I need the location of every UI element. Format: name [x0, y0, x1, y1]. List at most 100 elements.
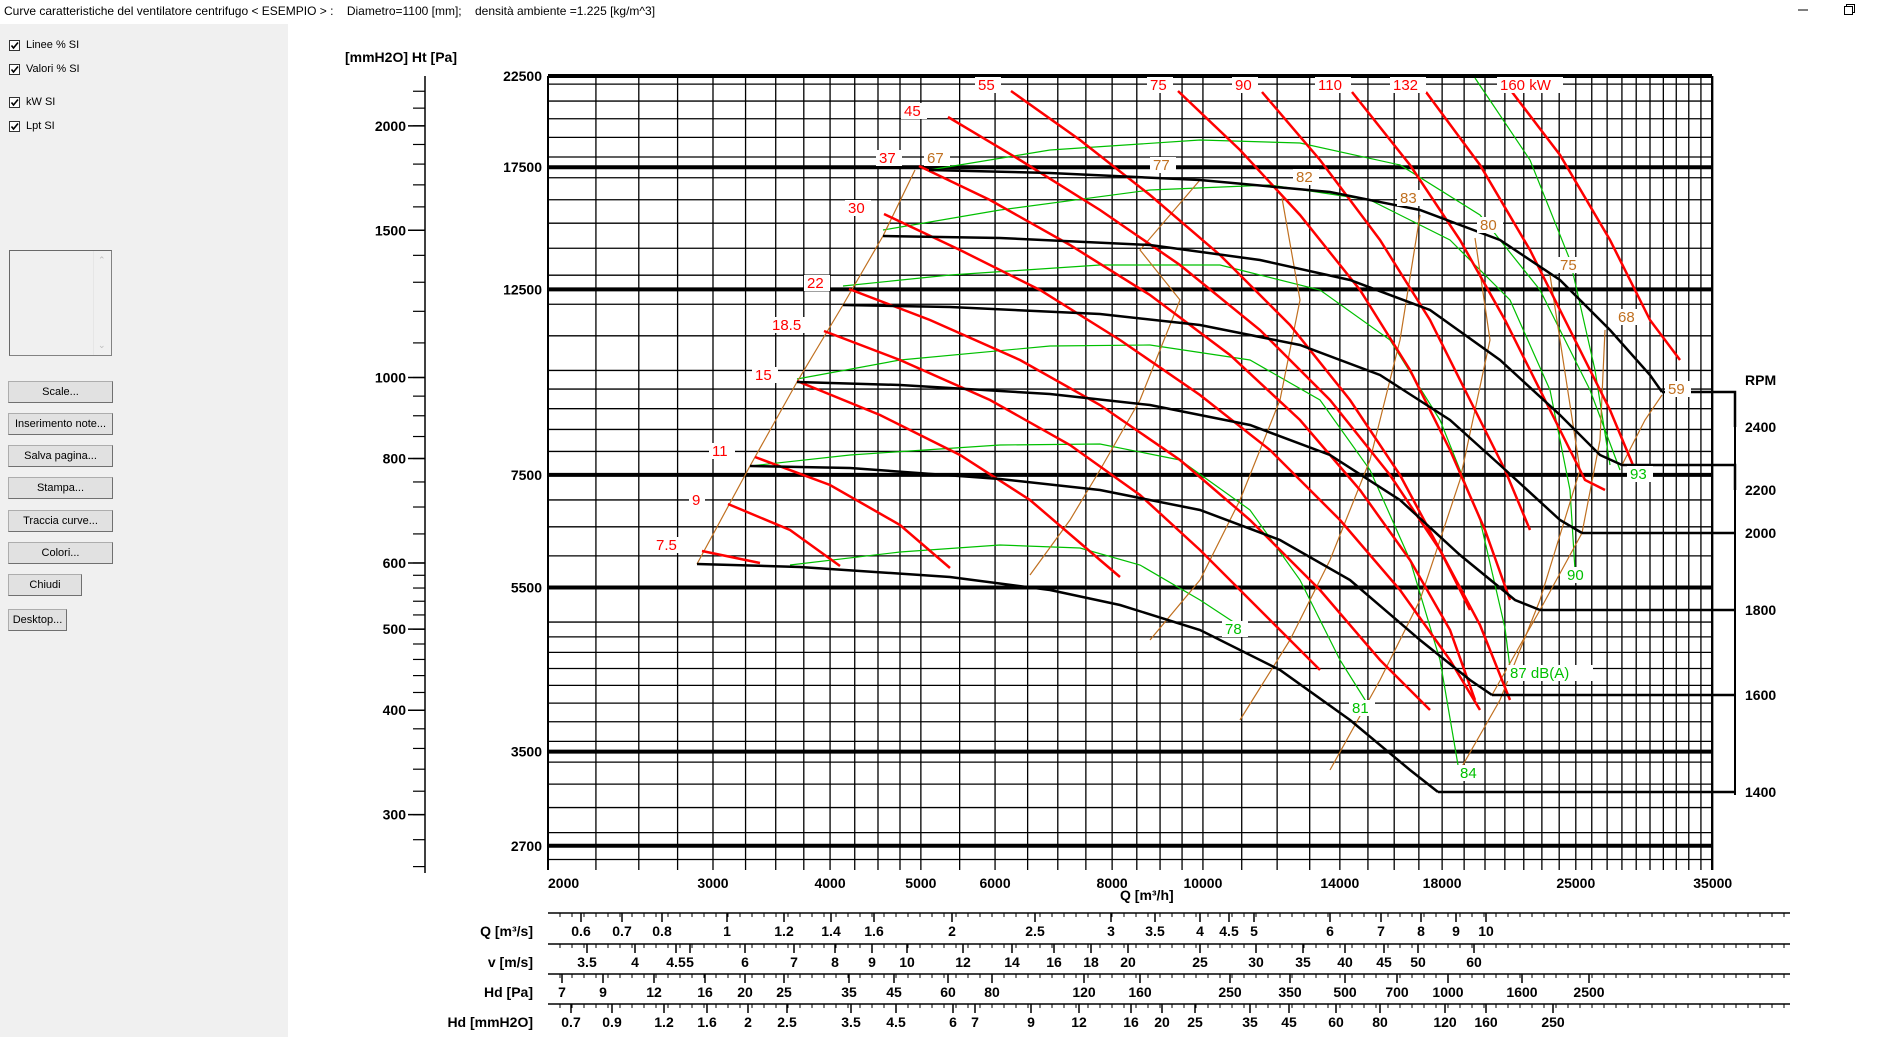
- checkbox-checked-icon[interactable]: [9, 63, 20, 75]
- close-button[interactable]: Chiudi: [8, 574, 82, 596]
- aux-tick-label: 0.6: [571, 923, 591, 939]
- aux-tick-label: 9: [599, 984, 607, 1000]
- power-label: 55: [978, 77, 995, 94]
- rpm-axis: RPM 2400 2200 2000 1800 1600 1400: [1745, 372, 1776, 800]
- aux-tick-label: 5: [686, 954, 694, 970]
- efficiency-label: 77: [1153, 157, 1170, 174]
- power-label: 110: [1318, 77, 1342, 94]
- x-tick-label: 10000: [1183, 875, 1222, 891]
- aux-tick-label: 60: [1328, 1014, 1344, 1030]
- checkbox-checked-icon[interactable]: [9, 96, 20, 108]
- aux-tick-label: 1: [723, 923, 731, 939]
- aux-tick-label: 14: [1004, 954, 1020, 970]
- aux-tick-label: 3.5: [1145, 923, 1165, 939]
- y-tick-label: 2700: [511, 838, 542, 854]
- aux-tick-label: 0.8: [652, 923, 672, 939]
- curve-labels: 7.5 9 11 15 18.5 22 30 37 45 55 75 90 110 132 160 kW 67…: [653, 77, 1691, 782]
- checkbox-label: Lpt SI: [26, 120, 55, 132]
- power-label: 37: [879, 150, 896, 167]
- aux-tick-label: 1.4: [821, 923, 841, 939]
- x-axis: Q [m³/h] 2000 3000 4000 5000 6000 8000 10000 14…: [548, 875, 1732, 903]
- rpm-axis-label: RPM: [1745, 372, 1776, 388]
- checkbox-checked-icon[interactable]: [9, 120, 20, 132]
- listbox-scrollbar[interactable]: ⌃ ⌄: [93, 251, 111, 355]
- auxiliary-scales: Q [m³/s] 0.6 0.7 0.8 1 1.2 1.4 1.6 2 2.5 3 3.5 4 4.5 5…: [447, 912, 1790, 1030]
- y2-tick-label: 500: [383, 621, 407, 637]
- colors-button[interactable]: Colori...: [8, 542, 113, 564]
- aux-tick-label: 250: [1218, 984, 1242, 1000]
- aux-tick-label: 60: [940, 984, 956, 1000]
- aux-tick-label: 6: [949, 1014, 957, 1030]
- desktop-button[interactable]: Desktop...: [8, 609, 67, 631]
- noise-label: 93: [1630, 466, 1647, 483]
- noise-label: 87 dB(A): [1510, 665, 1569, 682]
- aux-tick-label: 3.5: [841, 1014, 861, 1030]
- power-label: 7.5: [656, 537, 677, 554]
- aux-tick-label: 1000: [1432, 984, 1463, 1000]
- checkbox-checked-icon[interactable]: [9, 39, 20, 51]
- rpm-curves: [696, 168, 1737, 795]
- checkbox-valori-percent[interactable]: Valori % SI: [9, 63, 80, 75]
- aux-tick-label: 30: [1248, 954, 1264, 970]
- checkbox-linee-percent[interactable]: Linee % SI: [9, 39, 79, 51]
- aux-tick-label: 1600: [1506, 984, 1537, 1000]
- efficiency-label: 68: [1618, 309, 1635, 326]
- checkbox-lpt[interactable]: Lpt SI: [9, 120, 55, 132]
- print-button[interactable]: Stampa...: [8, 477, 113, 499]
- aux-tick-label: 16: [697, 984, 713, 1000]
- aux-tick-label: 2: [744, 1014, 752, 1030]
- scroll-down-icon[interactable]: ⌄: [98, 340, 106, 350]
- aux-tick-label: 7: [558, 984, 566, 1000]
- y2-tick-label: 400: [383, 702, 407, 718]
- rpm-tick-label: 1600: [1745, 687, 1776, 703]
- noise-label: 90: [1567, 567, 1584, 584]
- aux-tick-label: 500: [1333, 984, 1357, 1000]
- checkbox-kw[interactable]: kW SI: [9, 96, 55, 108]
- rpm-tick-label: 1400: [1745, 784, 1776, 800]
- aux-tick-label: 0.7: [561, 1014, 581, 1030]
- notes-listbox[interactable]: ⌃ ⌄: [9, 250, 112, 356]
- aux-scale-label: Q [m³/s]: [480, 923, 533, 939]
- minimize-button[interactable]: [1780, 0, 1826, 22]
- aux-tick-label: 9: [868, 954, 876, 970]
- y2-tick-label: 300: [383, 807, 407, 823]
- aux-tick-label: 160: [1474, 1014, 1498, 1030]
- restore-icon: [1843, 2, 1855, 20]
- y-axis: [mmH2O] Ht [Pa] 22500 17500 12500 7500 5500 3…: [345, 49, 542, 873]
- y2-tick-label: 2000: [375, 118, 406, 134]
- scale-button[interactable]: Scale...: [8, 381, 113, 403]
- aux-tick-label: 1.6: [697, 1014, 717, 1030]
- aux-tick-label: 20: [1154, 1014, 1170, 1030]
- aux-tick-label: 4: [631, 954, 639, 970]
- aux-tick-label: 7: [971, 1014, 979, 1030]
- restore-button[interactable]: [1826, 0, 1872, 22]
- y2-tick-label: 600: [383, 555, 407, 571]
- x-tick-label: 8000: [1097, 875, 1128, 891]
- title-bar: Curve caratteristiche del ventilatore ce…: [0, 0, 1883, 24]
- x-tick-label: 6000: [979, 875, 1010, 891]
- y2-tick-label: 1500: [375, 222, 406, 238]
- aux-tick-label: 9: [1027, 1014, 1035, 1030]
- save-page-button[interactable]: Salva pagina...: [8, 445, 113, 467]
- aux-scale-label: v [m/s]: [488, 954, 533, 970]
- x-tick-label: 25000: [1556, 875, 1595, 891]
- aux-scale-label: Hd [mmH2O]: [447, 1014, 533, 1030]
- efficiency-label: 82: [1296, 169, 1313, 186]
- scroll-up-icon[interactable]: ⌃: [98, 255, 106, 265]
- aux-tick-label: 120: [1433, 1014, 1457, 1030]
- power-label: 132: [1393, 77, 1418, 94]
- power-label: 30: [848, 200, 865, 217]
- trace-curves-button[interactable]: Traccia curve...: [8, 510, 113, 532]
- aux-tick-label: 2500: [1573, 984, 1604, 1000]
- noise-label: 84: [1460, 765, 1477, 782]
- aux-tick-label: 2: [948, 923, 956, 939]
- aux-tick-label: 4: [1196, 923, 1204, 939]
- noise-label: 81: [1352, 700, 1369, 717]
- aux-tick-label: 25: [776, 984, 792, 1000]
- insert-notes-button[interactable]: Inserimento note...: [8, 413, 113, 435]
- aux-tick-label: 250: [1541, 1014, 1565, 1030]
- rpm-tick-label: 2200: [1745, 482, 1776, 498]
- aux-tick-label: 4.5: [886, 1014, 906, 1030]
- aux-tick-label: 8: [1417, 923, 1425, 939]
- rpm-tick-label: 2400: [1745, 419, 1776, 435]
